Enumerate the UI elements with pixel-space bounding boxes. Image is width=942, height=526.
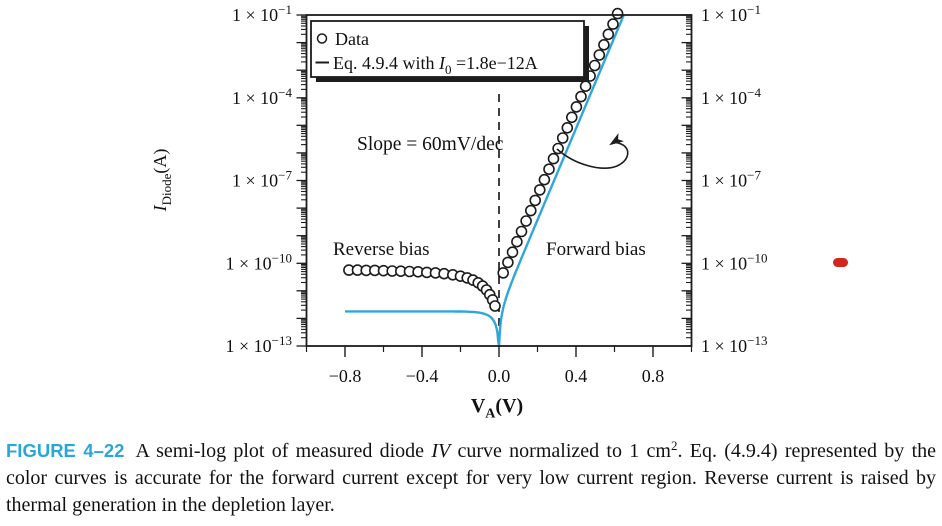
data-point-circle [570, 101, 583, 113]
data-point-circle [598, 38, 610, 51]
data-point-circle [543, 163, 555, 175]
eq-curve-line [344, 13, 625, 348]
figure-caption-text: A semi-log plot of measured diode IV cur… [6, 438, 936, 516]
x-axis-ticks [305, 346, 693, 357]
y-axis-right-labels: 1 × 10−1 1 × 10−4 1 × 10−7 1 × 10−10 1 × 10−… [701, 2, 768, 356]
data-point-circle [529, 194, 542, 207]
y-axis-left-ticks [296, 14, 307, 347]
caption-segment: IV [431, 440, 451, 462]
y-tick-label: 1 × 10−4 [701, 85, 761, 108]
data-point-circle [561, 122, 574, 134]
data-point-circle [607, 18, 619, 30]
data-point-circle [520, 215, 532, 227]
x-tick-label: −0.4 [406, 366, 439, 386]
data-point-circle [533, 184, 546, 196]
caption-segment: 2 [670, 438, 678, 453]
data-point-circle [547, 152, 560, 165]
data-point-circle [538, 173, 551, 186]
data-point-circle [524, 204, 537, 217]
data-point-circle [588, 59, 601, 72]
x-tick-label: 0.4 [565, 366, 588, 386]
caption-segment: . Eq. (4.9.4) represented by the color c… [6, 440, 936, 516]
y-tick-label: 1 × 10−10 [226, 250, 293, 273]
y-tick-label: 1 × 10−7 [232, 168, 292, 191]
figure-caption-label: FIGURE 4–22 [6, 440, 125, 461]
x-tick-label: 0.8 [642, 366, 665, 386]
data-point-circle [579, 80, 592, 92]
y-axis-left-labels: 1 × 10−1 1 × 10−4 1 × 10−7 1 × 10−10 1 × 10−… [226, 2, 293, 356]
caption-segment: curve normalized to 1 cm [450, 440, 671, 462]
svg-text:IDiode(A): IDiode(A) [150, 149, 174, 213]
x-tick-label: −0.8 [329, 366, 362, 386]
y-tick-label: 1 × 10−4 [232, 85, 292, 108]
y-axis-title: IDiode(A) [150, 149, 174, 213]
x-tick-label: 0.0 [488, 366, 511, 386]
x-axis-title: VA(V) [471, 395, 523, 422]
legend-border [310, 20, 585, 78]
y-tick-label: 1 × 10−1 [232, 2, 292, 25]
legend-data-label: Data [335, 29, 369, 49]
y-tick-label: 1 × 10−10 [701, 250, 768, 273]
data-points [343, 7, 624, 312]
data-point-circle [515, 225, 528, 238]
y-tick-label: 1 × 10−7 [701, 168, 761, 191]
y-tick-label: 1 × 10−1 [701, 2, 761, 25]
forward-bias-label: Forward bias [546, 239, 646, 260]
slope-annotation-label: Slope = 60mV/dec [357, 134, 504, 155]
data-point-circle [593, 49, 606, 61]
data-point-circle [565, 111, 578, 124]
diode-iv-chart: 1 × 10−1 1 × 10−4 1 × 10−7 1 × 10−10 1 × 10−… [150, 2, 848, 422]
data-point-circle [502, 256, 514, 269]
slope-annotation-arrow [556, 133, 629, 169]
y-tick-label: 1 × 10−13 [226, 333, 293, 356]
data-point-circle [489, 300, 501, 312]
y-axis-right-ticks [681, 14, 692, 347]
data-point-circle [506, 246, 519, 258]
figure-caption: FIGURE 4–22 A semi-log plot of measured d… [6, 437, 936, 519]
data-point-circle [602, 28, 615, 41]
caption-segment: A semi-log plot of measured diode [135, 440, 432, 462]
data-point-circle [556, 132, 569, 144]
y-tick-label: 1 × 10−13 [701, 333, 768, 356]
legend-box: Data Eq. 4.9.4 with I0 =1.8e−12A [310, 20, 589, 82]
data-point-circle [497, 267, 510, 279]
data-point-circle [511, 235, 523, 248]
legend-eq-label: Eq. 4.9.4 with I0 =1.8e−12A [333, 53, 538, 77]
data-point-circle [611, 7, 624, 20]
data-point-circle [575, 90, 587, 103]
red-dash-marker [833, 258, 848, 267]
x-axis-labels: −0.8 −0.4 0.0 0.4 0.8 [329, 366, 665, 386]
reverse-bias-label: Reverse bias [333, 239, 430, 260]
legend-data-marker-icon [316, 33, 328, 44]
